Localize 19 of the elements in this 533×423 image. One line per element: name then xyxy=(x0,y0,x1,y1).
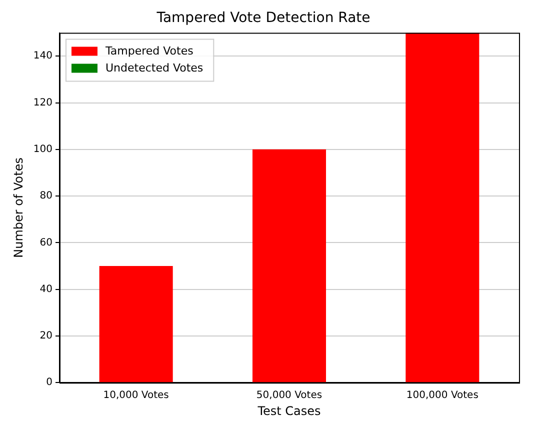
y-tick-label: 60 xyxy=(40,237,52,248)
y-tick-label: 0 xyxy=(46,377,52,388)
y-tick-label: 40 xyxy=(40,284,52,295)
legend-label: Tampered Votes xyxy=(104,44,194,58)
bar xyxy=(252,149,326,382)
x-tick-label: 10,000 Votes xyxy=(103,390,169,402)
chart-title: Tampered Vote Detection Rate xyxy=(156,10,370,26)
bar xyxy=(406,32,480,382)
y-tick-label: 140 xyxy=(33,50,52,62)
y-tick-label: 120 xyxy=(33,97,52,108)
x-axis-title: Test Cases xyxy=(256,404,321,418)
x-tick-label: 50,000 Votes xyxy=(256,390,322,402)
y-tick-label: 100 xyxy=(33,144,52,155)
legend-label: Undetected Votes xyxy=(105,62,204,75)
y-tick-label: 20 xyxy=(40,330,52,342)
bar xyxy=(99,266,173,382)
x-tick-label: 100,000 Votes xyxy=(406,390,478,402)
y-tick-label: 80 xyxy=(40,190,52,202)
y-axis-title: Number of Votes xyxy=(11,158,26,258)
